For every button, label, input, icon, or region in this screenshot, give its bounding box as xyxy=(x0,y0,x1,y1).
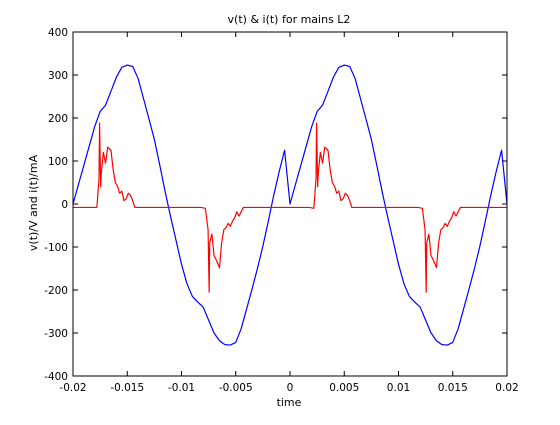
x-tick-label: -0.01 xyxy=(168,382,195,394)
y-tick-label: 300 xyxy=(48,70,68,82)
y-tick-label: 200 xyxy=(48,113,68,125)
x-tick-label: -0.005 xyxy=(219,382,253,394)
x-axis-label: time xyxy=(277,396,302,409)
y-tick-label: -200 xyxy=(44,285,68,297)
y-tick-label: -300 xyxy=(44,328,68,340)
series-line-current xyxy=(73,122,507,293)
y-axis-label: v(t)/V and i(t)/mA xyxy=(27,154,40,251)
x-tick-label: 0.02 xyxy=(495,382,518,394)
series-layer xyxy=(72,64,508,346)
x-tick-label: -0.02 xyxy=(59,382,86,394)
y-tick-label: 100 xyxy=(48,156,68,168)
x-tick-label: 0.005 xyxy=(329,382,359,394)
x-tick-label: -0.015 xyxy=(110,382,144,394)
x-tick-label: 0.01 xyxy=(387,382,410,394)
y-tick-label: 0 xyxy=(61,199,68,211)
x-tick-label: 0 xyxy=(287,382,294,394)
series-line-voltage xyxy=(72,64,508,346)
y-tick-label: 400 xyxy=(48,27,68,39)
chart-title: v(t) & i(t) for mains L2 xyxy=(228,13,351,26)
axis-ticks: -0.02 -0.015 -0.01 -0.005 0 0.005 0.01 0.015 0.0… xyxy=(44,27,519,394)
x-tick-label: 0.015 xyxy=(438,382,468,394)
y-tick-label: -100 xyxy=(44,242,68,254)
y-tick-label: -400 xyxy=(44,371,68,383)
